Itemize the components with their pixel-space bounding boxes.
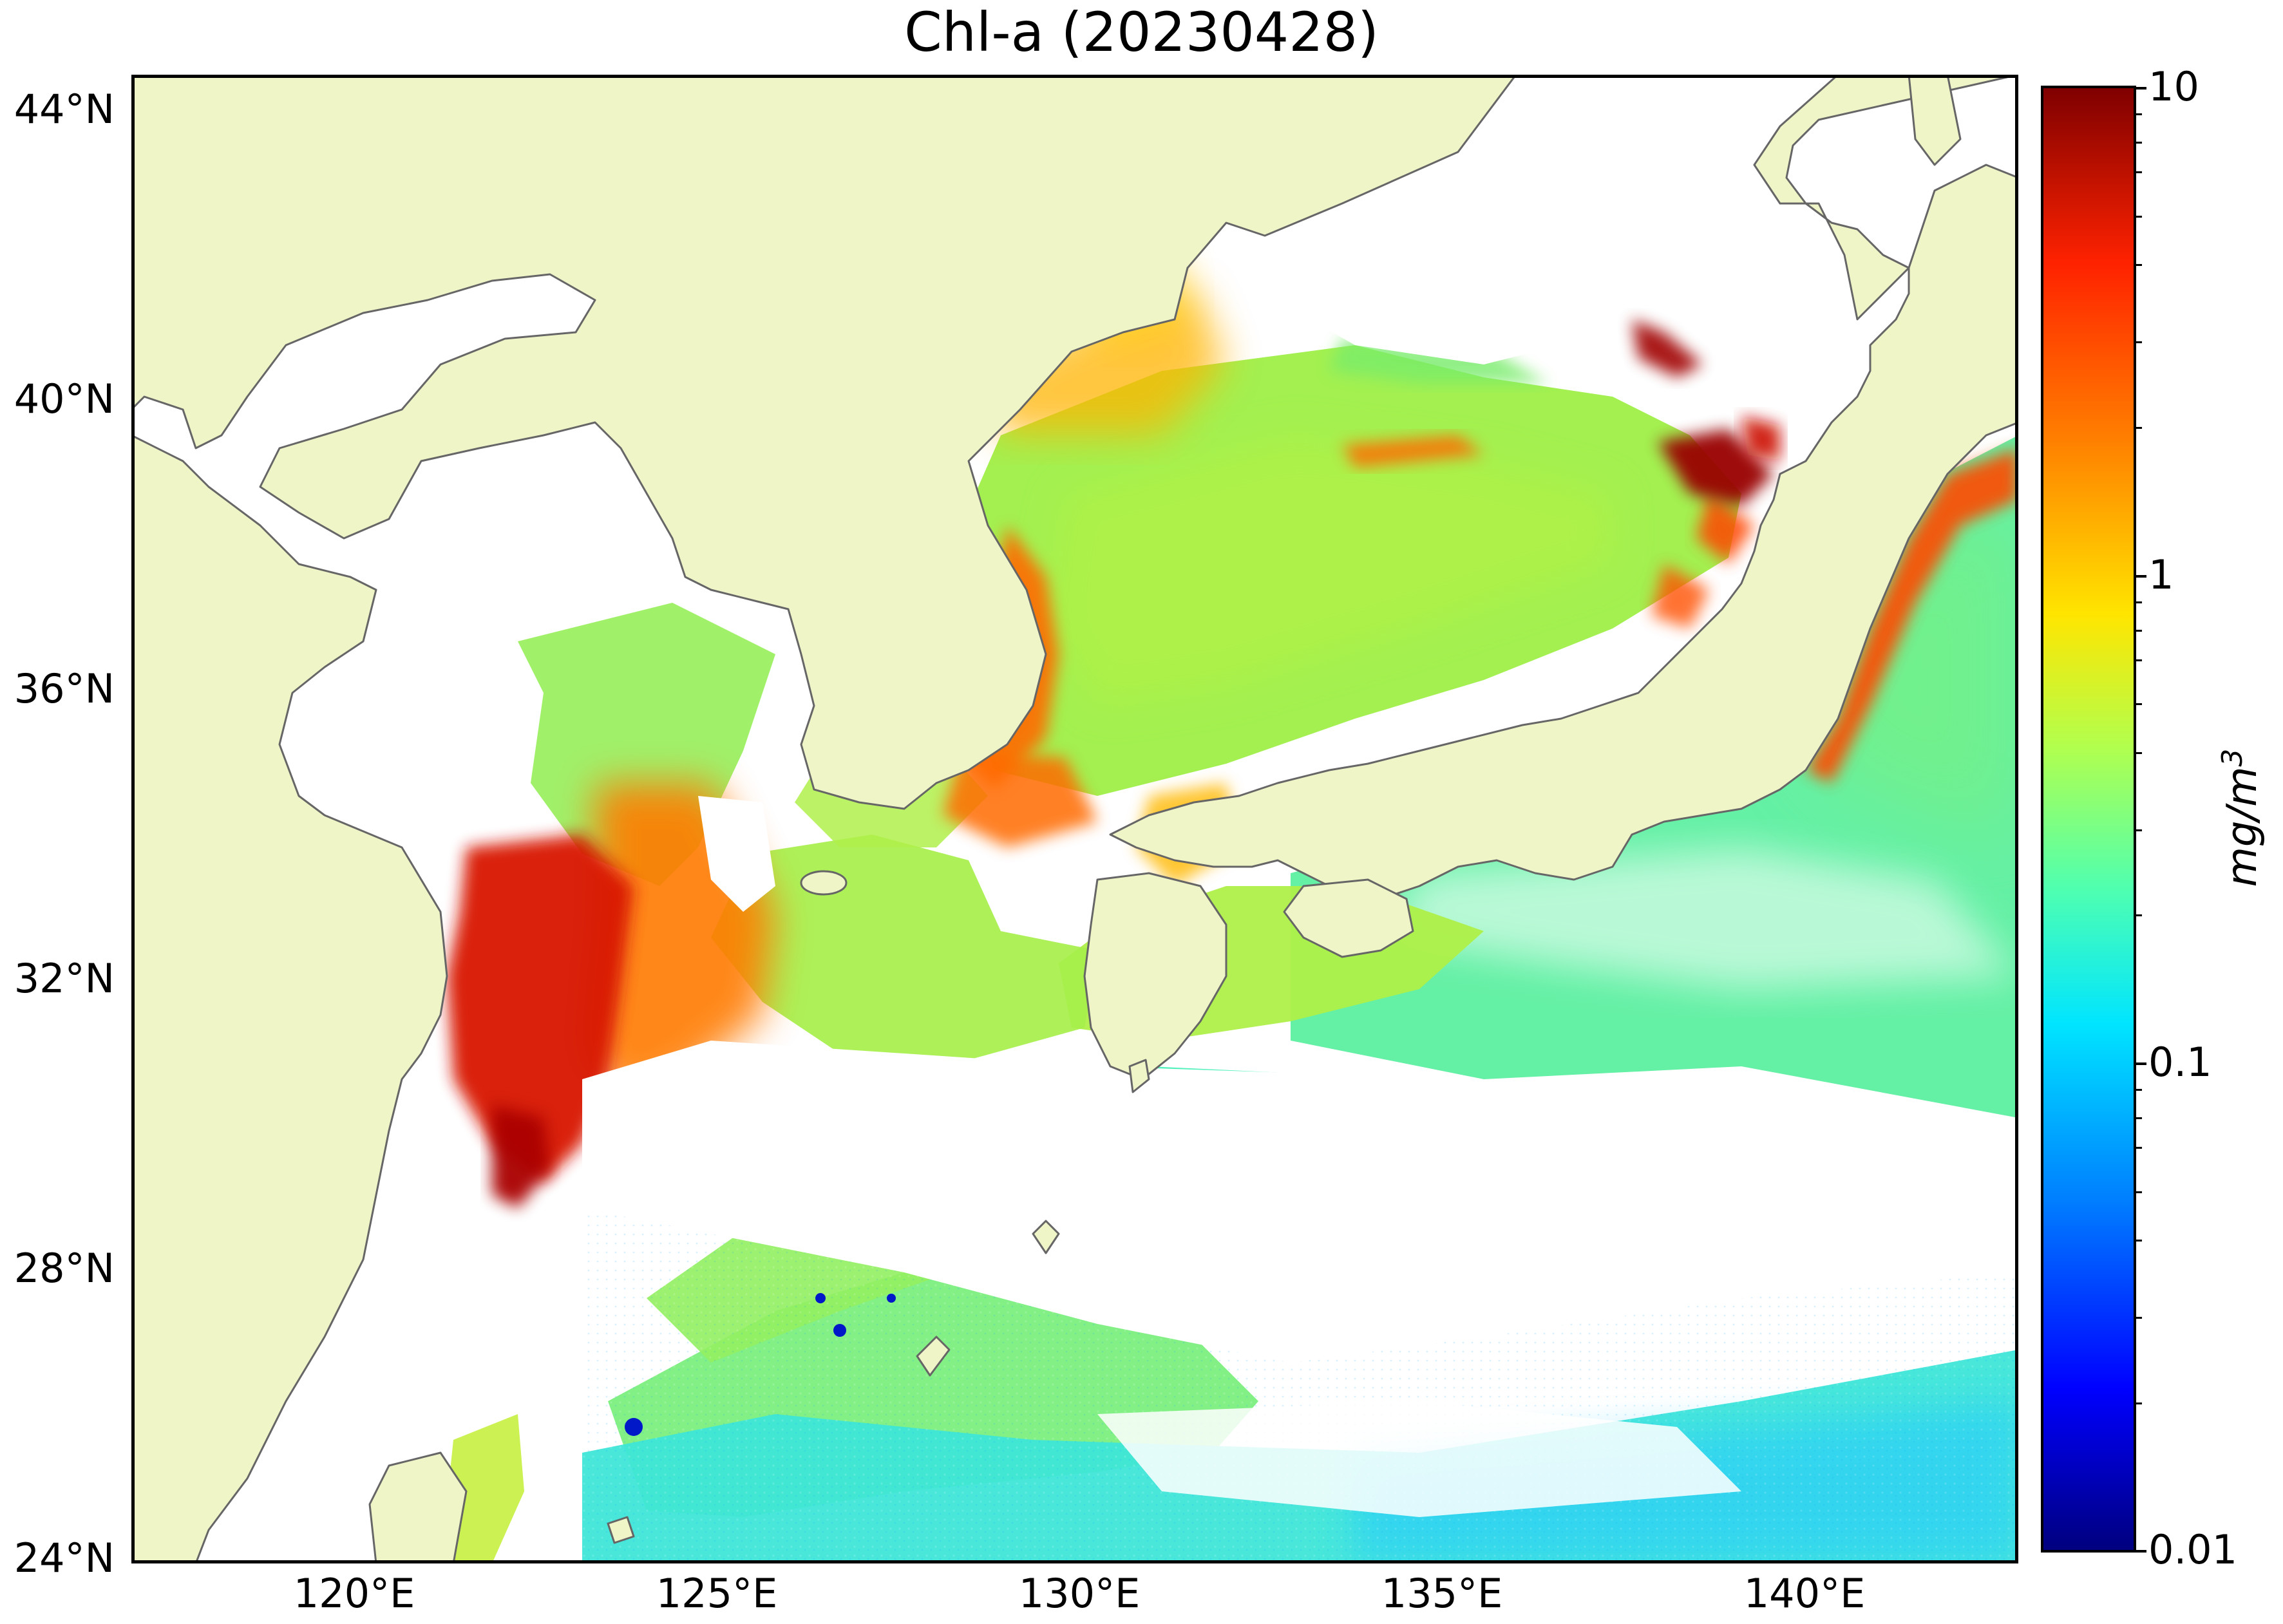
colorbar-tick-minor	[2136, 914, 2142, 916]
colorbar	[2041, 86, 2136, 1553]
colorbar-tick-major	[2136, 1550, 2146, 1553]
colorbar-tick-minor	[2136, 142, 2142, 144]
lat-label-24: 24°N	[14, 1534, 115, 1582]
land	[131, 75, 2018, 1563]
colorbar-tick-minor	[2136, 264, 2142, 266]
colorbar-tick-minor	[2136, 1117, 2142, 1119]
colorbar-tick-major	[2136, 1062, 2146, 1065]
colorbar-unit-text: mg/m	[2219, 766, 2267, 887]
colorbar-tick-minor	[2136, 1240, 2142, 1242]
colorbar-tick-minor	[2136, 216, 2142, 218]
colorbar-tick-minor	[2136, 427, 2142, 429]
lon-label-120: 120°E	[293, 1570, 415, 1617]
colorbar-label-0-1: 0.1	[2148, 1039, 2212, 1086]
colorbar-tick-major	[2136, 87, 2146, 90]
colorbar-tick-minor	[2136, 113, 2142, 115]
colorbar-tick-minor	[2136, 341, 2142, 343]
lat-label-28: 28°N	[14, 1245, 115, 1292]
colorbar-tick-minor	[2136, 1089, 2142, 1091]
map-title: Chl-a (20230428)	[904, 1, 1379, 64]
colorbar-tick-major	[2136, 575, 2146, 578]
lat-label-40: 40°N	[14, 375, 115, 422]
lon-label-125: 125°E	[656, 1570, 778, 1617]
colorbar-tick-minor	[2136, 703, 2142, 705]
lat-label-32: 32°N	[14, 955, 115, 1002]
map-canvas	[131, 75, 2018, 1563]
colorbar-tick-minor	[2136, 659, 2142, 661]
colorbar-unit-exponent: 3	[2215, 748, 2249, 767]
colorbar-tick-minor	[2136, 601, 2142, 603]
colorbar-tick-minor	[2136, 1147, 2142, 1149]
colorbar-label-0-01: 0.01	[2148, 1526, 2238, 1573]
colorbar-tick-minor	[2136, 752, 2142, 754]
colorbar-tick-minor	[2136, 630, 2142, 632]
lat-label-36: 36°N	[14, 665, 115, 712]
map-area	[131, 75, 2018, 1563]
lon-label-135: 135°E	[1381, 1570, 1503, 1617]
colorbar-label-10: 10	[2148, 63, 2199, 110]
cloud-mask	[582, 171, 2018, 1517]
lon-label-140: 140°E	[1743, 1570, 1866, 1617]
colorbar-label-1: 1	[2148, 551, 2174, 598]
colorbar-tick-minor	[2136, 171, 2142, 173]
lat-label-44: 44°N	[14, 86, 115, 133]
colorbar-unit-label: mg/m3	[2216, 749, 2266, 887]
lon-label-130: 130°E	[1018, 1570, 1141, 1617]
colorbar-tick-minor	[2136, 1191, 2142, 1193]
colorbar-tick-minor	[2136, 829, 2142, 831]
colorbar-tick-minor	[2136, 1317, 2142, 1319]
colorbar-tick-minor	[2136, 1402, 2142, 1404]
